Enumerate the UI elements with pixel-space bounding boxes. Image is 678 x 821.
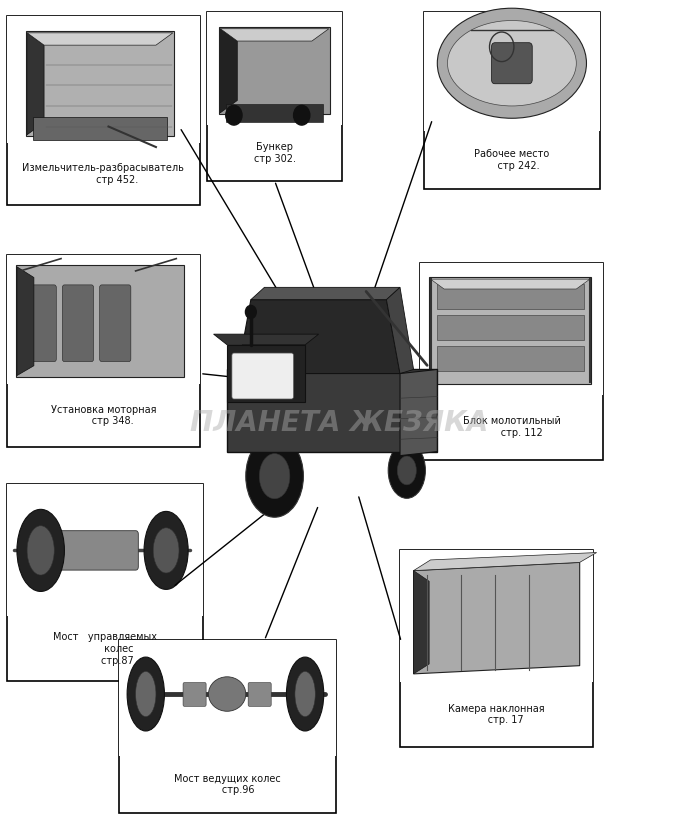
FancyBboxPatch shape [25, 285, 56, 361]
FancyBboxPatch shape [232, 353, 294, 399]
FancyBboxPatch shape [400, 550, 593, 682]
FancyBboxPatch shape [7, 255, 200, 447]
Polygon shape [386, 287, 414, 374]
FancyBboxPatch shape [207, 12, 342, 181]
Ellipse shape [437, 8, 586, 118]
FancyBboxPatch shape [119, 640, 336, 813]
Text: Блок молотильный
      стр. 112: Блок молотильный стр. 112 [463, 416, 561, 438]
Circle shape [226, 105, 242, 125]
FancyBboxPatch shape [62, 285, 94, 361]
Polygon shape [414, 571, 429, 674]
Polygon shape [400, 369, 437, 456]
Ellipse shape [245, 435, 303, 517]
FancyBboxPatch shape [492, 43, 532, 84]
Polygon shape [227, 345, 305, 402]
Polygon shape [27, 33, 44, 135]
Circle shape [294, 105, 310, 125]
Polygon shape [414, 562, 580, 674]
FancyBboxPatch shape [7, 484, 203, 617]
FancyBboxPatch shape [100, 285, 131, 361]
FancyBboxPatch shape [7, 484, 203, 681]
Text: Измельчитель-разбрасыватель
         стр 452.: Измельчитель-разбрасыватель стр 452. [22, 163, 184, 185]
Polygon shape [220, 29, 237, 112]
Ellipse shape [136, 672, 156, 717]
FancyBboxPatch shape [429, 277, 591, 384]
FancyBboxPatch shape [16, 265, 184, 377]
Ellipse shape [27, 525, 54, 575]
Ellipse shape [127, 657, 165, 731]
Text: Рабочее место
    стр 242.: Рабочее место стр 242. [475, 149, 549, 171]
Circle shape [245, 305, 256, 319]
Polygon shape [251, 287, 400, 300]
Text: ПЛАНЕТА ЖЕЗЯКА: ПЛАНЕТА ЖЕЗЯКА [190, 409, 488, 437]
FancyBboxPatch shape [420, 263, 603, 395]
Polygon shape [214, 334, 319, 345]
Ellipse shape [153, 528, 179, 573]
FancyBboxPatch shape [226, 103, 323, 122]
FancyBboxPatch shape [400, 550, 593, 747]
FancyBboxPatch shape [424, 12, 600, 131]
Polygon shape [17, 267, 34, 375]
Ellipse shape [447, 21, 576, 106]
Polygon shape [27, 33, 173, 45]
Ellipse shape [17, 509, 64, 591]
Polygon shape [227, 369, 437, 452]
FancyBboxPatch shape [437, 284, 584, 309]
FancyBboxPatch shape [26, 31, 174, 136]
FancyBboxPatch shape [437, 315, 584, 340]
Text: Мост   управляемых
         колес
        стр.87: Мост управляемых колес стр.87 [53, 632, 157, 666]
FancyBboxPatch shape [437, 346, 584, 371]
Ellipse shape [144, 511, 188, 589]
FancyBboxPatch shape [248, 682, 271, 706]
Polygon shape [414, 553, 597, 571]
FancyBboxPatch shape [207, 12, 342, 125]
Ellipse shape [397, 456, 416, 484]
Text: Бункер
стр 302.: Бункер стр 302. [254, 142, 296, 163]
FancyBboxPatch shape [7, 16, 200, 205]
Ellipse shape [388, 443, 426, 498]
Ellipse shape [287, 657, 324, 731]
Ellipse shape [259, 453, 290, 498]
Text: Установка моторная
      стр 348.: Установка моторная стр 348. [51, 405, 156, 426]
Polygon shape [220, 29, 329, 41]
Ellipse shape [208, 677, 245, 711]
Text: Камера наклонная
      стр. 17: Камера наклонная стр. 17 [448, 704, 545, 726]
Polygon shape [237, 300, 400, 374]
FancyBboxPatch shape [420, 263, 603, 460]
FancyBboxPatch shape [7, 255, 200, 383]
FancyBboxPatch shape [219, 27, 330, 114]
FancyBboxPatch shape [119, 640, 336, 756]
Ellipse shape [295, 672, 315, 717]
Polygon shape [431, 279, 590, 289]
FancyBboxPatch shape [58, 530, 138, 570]
Text: Мост ведущих колес
       стр.96: Мост ведущих колес стр.96 [174, 773, 281, 796]
FancyBboxPatch shape [424, 12, 600, 189]
FancyBboxPatch shape [183, 682, 206, 706]
FancyBboxPatch shape [7, 16, 200, 143]
FancyBboxPatch shape [33, 117, 167, 140]
